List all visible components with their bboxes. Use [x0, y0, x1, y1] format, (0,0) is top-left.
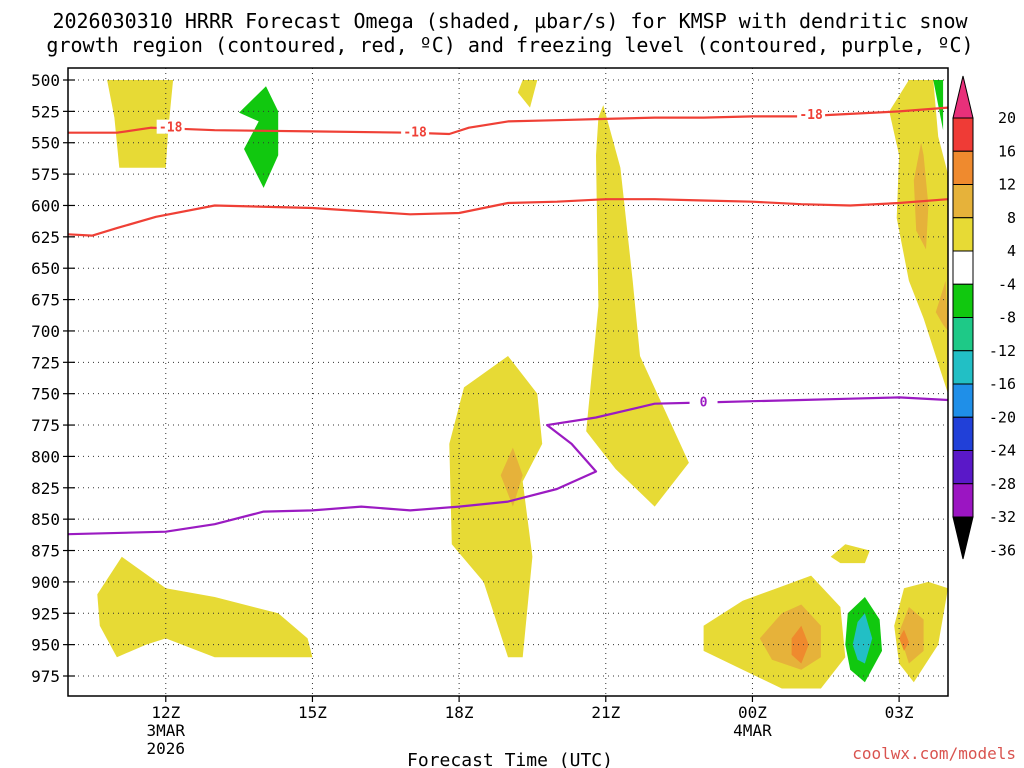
colorbar-label--12: -12 — [989, 342, 1016, 360]
colorbar-label--24: -24 — [989, 442, 1016, 460]
colorbar-label--32: -32 — [989, 508, 1016, 526]
region-omega-4-e — [97, 556, 313, 658]
region-omega-neg8-a — [239, 86, 279, 188]
colorbar-band--28 — [952, 450, 974, 485]
colorbar-label-12: 12 — [998, 176, 1016, 194]
terrain-ground — [68, 699, 948, 708]
colorbar-label--28: -28 — [989, 475, 1016, 493]
colorbar-band--24 — [952, 416, 974, 451]
contour-labels: -18 -18 -18 0 — [156, 107, 826, 410]
region-omega-neg8-l — [933, 80, 944, 131]
plot-frame — [67, 67, 949, 697]
colorbar-label-20: 20 — [998, 109, 1016, 127]
chart-title-line1: 2026030310 HRRR Forecast Omega (shaded, … — [52, 9, 968, 33]
region-omega-8-f — [759, 604, 821, 670]
y-tick-label-750: 750 — [31, 385, 60, 404]
y-tick-label-650: 650 — [31, 259, 60, 278]
colorbar-label--36: -36 — [989, 541, 1016, 559]
y-tick-label-800: 800 — [31, 447, 60, 466]
y-tick-label-600: 600 — [31, 196, 60, 215]
colorbar-label--20: -20 — [989, 408, 1016, 426]
chart-title-line2: growth region (contoured, red, ºC) and f… — [46, 33, 973, 57]
y-tick-label-625: 625 — [31, 228, 60, 247]
colorbar-label-8: 8 — [1007, 209, 1016, 227]
contour-dgz-lower — [68, 198, 948, 237]
colorbar-band--32 — [952, 483, 974, 518]
colorbar-band--12 — [952, 317, 974, 352]
y-tick-label-550: 550 — [31, 134, 60, 153]
y-tick-label-775: 775 — [31, 416, 60, 435]
grid — [68, 68, 948, 696]
colorbar-label--8: -8 — [998, 309, 1016, 327]
colorbar-band--4 — [952, 250, 974, 285]
y-tick-label-725: 725 — [31, 353, 60, 372]
contour-label-3: 0 — [700, 395, 708, 410]
region-omega-12-f — [791, 625, 809, 664]
region-omega-neg12-h — [852, 613, 873, 664]
x-tick-label-03Z: 03Z — [885, 703, 914, 722]
x-tick-label-00Z: 00Z — [738, 703, 767, 722]
colorbar-bottom-arrow — [952, 516, 974, 560]
x-tick-sub1-00Z: 4MAR — [733, 721, 772, 740]
y-tick-label-925: 925 — [31, 604, 60, 623]
x-tick-label-15Z: 15Z — [298, 703, 327, 722]
contour-freezing-level — [68, 396, 948, 536]
region-omega-8-k — [935, 280, 948, 331]
colorbar-band-4 — [952, 217, 974, 252]
contour-label-bg-0 — [156, 119, 185, 134]
credit-link[interactable]: coolwx.com/models — [852, 744, 1016, 763]
region-omega-12-i — [899, 629, 909, 651]
y-tick-label-500: 500 — [31, 71, 60, 90]
colorbar-band-16 — [952, 117, 974, 152]
y-tick-label-850: 850 — [31, 510, 60, 529]
colorbar-band--20 — [952, 383, 974, 418]
y-axis: 500 525 550 575 600 625 650 675 700 725 750 775 800 8… — [31, 71, 75, 686]
y-tick-label-525: 525 — [31, 102, 60, 121]
colorbar: 20 16 12 8 4 -4 -8 -12 -16 -20 -24 -28 -32 -36 — [952, 75, 1016, 560]
colorbar-band-12 — [952, 150, 974, 185]
colorbar-band--8 — [952, 283, 974, 318]
y-tick-label-675: 675 — [31, 291, 60, 310]
region-omega-4-a — [107, 80, 174, 168]
y-tick-label-825: 825 — [31, 479, 60, 498]
y-tick-label-575: 575 — [31, 165, 60, 184]
x-tick-sub1-12Z: 3MAR — [147, 721, 186, 740]
y-tick-label-700: 700 — [31, 322, 60, 341]
colorbar-top-arrow — [952, 75, 974, 119]
x-tick-label-12Z: 12Z — [151, 703, 180, 722]
region-omega-8-c — [500, 447, 523, 507]
colorbar-label-4: 4 — [1007, 242, 1016, 260]
contour-label-2: -18 — [799, 108, 823, 123]
contour-label-bg-1 — [401, 124, 430, 139]
colorbar-label--16: -16 — [989, 375, 1016, 393]
colorbar-label--4: -4 — [998, 275, 1016, 293]
x-tick-label-21Z: 21Z — [591, 703, 620, 722]
contour-label-bg-2 — [797, 107, 826, 122]
region-omega-4-d — [586, 105, 689, 507]
region-omega-4-b — [517, 80, 538, 108]
x-tick-label-18Z: 18Z — [445, 703, 474, 722]
region-omega-8-j — [913, 142, 929, 250]
y-tick-label-900: 900 — [31, 573, 60, 592]
region-omega-4-g — [830, 544, 870, 564]
colorbar-band--16 — [952, 350, 974, 385]
x-tick-sub2-12Z: 2026 — [147, 739, 186, 758]
y-tick-label-950: 950 — [31, 636, 60, 655]
x-axis-title: Forecast Time (UTC) — [407, 750, 613, 768]
region-omega-8-i — [899, 607, 924, 664]
y-tick-label-875: 875 — [31, 542, 60, 561]
colorbar-label-16: 16 — [998, 142, 1016, 160]
colorbar-band-8 — [952, 184, 974, 219]
contour-label-0: -18 — [159, 121, 183, 136]
y-tick-label-975: 975 — [31, 667, 60, 686]
contour-label-1: -18 — [403, 126, 427, 141]
contour-label-bg-3 — [689, 394, 718, 409]
